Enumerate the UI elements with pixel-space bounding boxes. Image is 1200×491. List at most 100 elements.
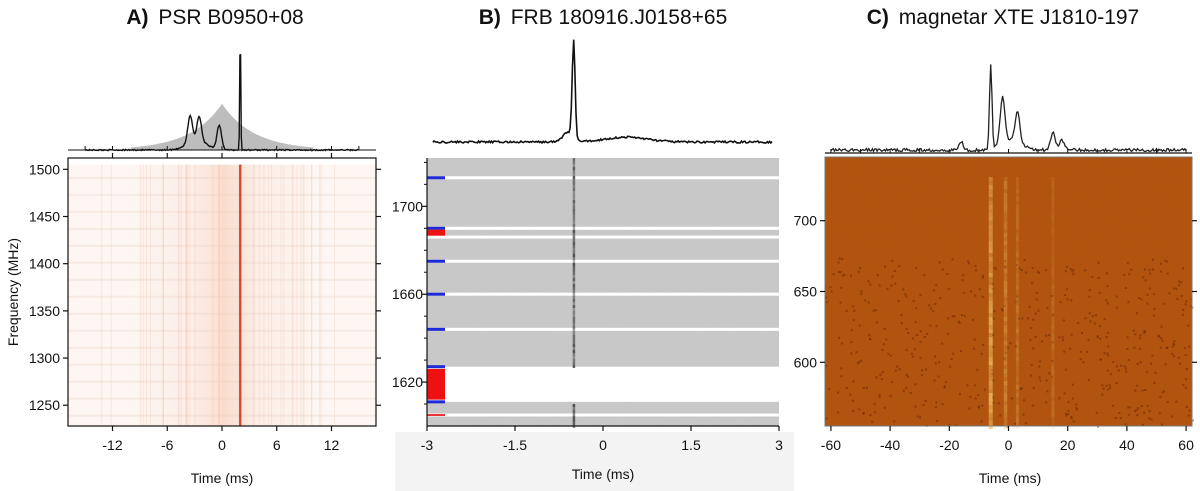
panel-c-emission-streak [1003, 361, 1008, 365]
panel-c-speckle [921, 369, 924, 372]
panel-b-burst-pixel [572, 272, 576, 275]
panel-c-emission-streak [1051, 413, 1055, 417]
panel-c-emission-streak [1051, 309, 1055, 313]
panel-c-speckle [978, 406, 980, 409]
panel-c-speckle [1050, 295, 1053, 297]
panel-c-speckle [1139, 347, 1142, 350]
panel-c-emission-streak [1003, 373, 1008, 377]
panel-c-emission-streak [1015, 285, 1019, 289]
panel-a-striation [178, 164, 180, 426]
panel-c-speckle [1124, 423, 1127, 426]
panel-c-speckle [1133, 346, 1136, 349]
panel-b-red-marker [427, 229, 445, 236]
panel-c-emission-streak [1015, 185, 1019, 189]
panel-c-speckle [981, 404, 984, 407]
panel-c-speckle [1029, 374, 1032, 377]
panel-b-burst-pixel [572, 275, 576, 278]
panel-c-speckle [943, 386, 946, 389]
panel-a-striation [212, 164, 214, 426]
panel-c-emission-streak [1051, 193, 1055, 197]
panel-c-speckle [1107, 388, 1110, 391]
panel-b-masked-channel [427, 413, 779, 417]
panel-a-striation [291, 164, 293, 426]
panel-a-striation [258, 164, 260, 426]
panel-c-speckle [858, 267, 861, 270]
panel-c-speckle [1119, 417, 1122, 420]
panel-c-emission-streak [1051, 417, 1055, 421]
panel-a-striation [180, 164, 182, 426]
panel-b-x-tick-label: -1.5 [503, 437, 527, 453]
panel-b-masked-channel [427, 292, 779, 296]
panel-c-emission-streak [1015, 249, 1019, 253]
panel-c-speckle [849, 393, 852, 396]
panel-c-speckle [920, 373, 923, 376]
panel-c-speckle [1009, 342, 1012, 345]
panel-c-speckle [900, 322, 903, 325]
panel-c-speckle [1034, 336, 1037, 339]
panel-c-speckle [905, 386, 908, 389]
panel-c-speckle [1067, 413, 1069, 416]
panel-c-speckle [1160, 262, 1162, 265]
panel-c-emission-streak [988, 333, 993, 337]
panel-c-speckle [1130, 268, 1133, 271]
panel-b-burst-pixel [572, 311, 576, 314]
panel-c-speckle [850, 329, 853, 332]
panel-c-emission-streak [1003, 393, 1008, 397]
panel-c-speckle [1099, 325, 1102, 328]
panel-a-secondary-line [218, 164, 221, 426]
panel-c-speckle [1052, 314, 1054, 317]
panel-b-burst-pixel [572, 269, 576, 272]
panel-c-emission-streak [1003, 277, 1008, 281]
panel-a-x-tick-label: 6 [273, 437, 281, 453]
panel-b-x-tick-label: 3 [775, 437, 783, 453]
panel-c-emission-streak [988, 421, 993, 425]
panel-c-emission-streak [988, 229, 993, 233]
panel-c-emission-streak [1003, 201, 1008, 205]
panel-a-x-tick-label: 12 [324, 437, 340, 453]
panel-c-speckle [1126, 336, 1129, 339]
panel-c-emission-streak [988, 425, 993, 429]
panel-c-emission-streak [988, 309, 993, 313]
panel-c-speckle [869, 338, 872, 341]
panel-c-y-ticks: 600 650 700 [794, 213, 1197, 370]
panel-b-y-tick-label: 1700 [392, 198, 423, 214]
panel-c-emission-streak [1003, 377, 1008, 381]
panel-c-emission-streak [1051, 241, 1055, 245]
panel-c-emission-streak [1051, 421, 1055, 425]
panel-c-speckle [992, 401, 995, 404]
panel-c-speckle [1041, 340, 1043, 343]
panel-c-emission-streak [1015, 257, 1019, 261]
panel-c-speckle [966, 384, 969, 387]
panel-b-burst-pixel [572, 179, 576, 182]
panel-c-speckle [994, 267, 997, 270]
panel-c-emission-streak [988, 233, 993, 237]
panel-c-emission-streak [1003, 181, 1008, 185]
panel-c-speckle [878, 396, 881, 399]
panel-c-emission-streak [1003, 337, 1008, 341]
panel-b-y-tick-label: 1620 [392, 374, 423, 390]
panel-b-burst-pixel [572, 248, 576, 251]
panel-c-emission-streak [1015, 181, 1019, 185]
panel-c-speckle [1070, 416, 1073, 418]
panel-c-emission-streak [1015, 209, 1019, 213]
panel-c-emission-streak [1003, 305, 1008, 309]
panel-c-speckle [858, 408, 861, 411]
panel-c-speckle [1127, 406, 1130, 409]
panel-c-speckle [1184, 378, 1187, 381]
panel-c-emission-streak [1051, 229, 1055, 233]
panel-c-emission-streak [1015, 333, 1019, 337]
panel-a-emission-column [199, 164, 204, 426]
panel-c-speckle [1185, 300, 1188, 303]
panel-b-title: B) FRB 180916.J0158+65 [479, 6, 728, 29]
panel-b-x-tick-label: 1.5 [681, 437, 701, 453]
panel-b-burst-pixel [572, 305, 576, 308]
panel-b-burst-pixel [572, 302, 576, 305]
panel-c-speckle [1160, 270, 1162, 273]
panel-c-speckle [959, 393, 961, 396]
panel-c-speckle [1027, 317, 1029, 320]
panel-b-burst-pixel [572, 317, 576, 320]
panel-c-emission-streak [1003, 369, 1008, 373]
panel-c-speckle [1051, 341, 1054, 344]
panel-c-emission-streak [988, 181, 993, 185]
panel-c: -60 -40 -20 0 20 40 60 600 650 700 Time (ms) [794, 64, 1197, 486]
